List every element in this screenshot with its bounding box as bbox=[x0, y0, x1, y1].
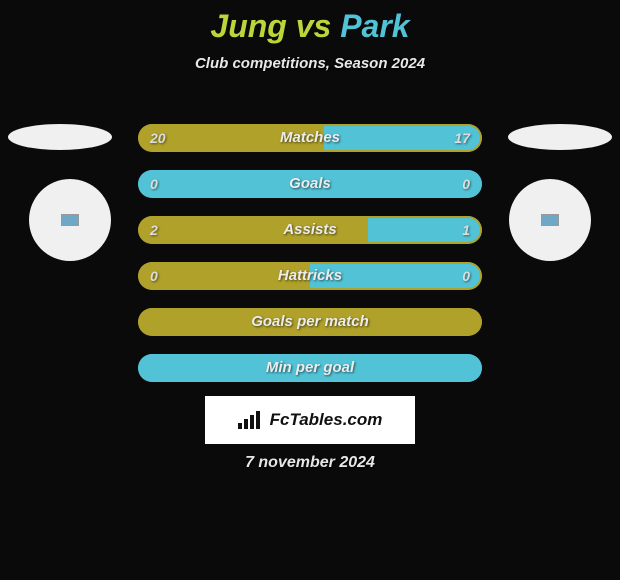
player2-top-marker bbox=[508, 124, 612, 150]
date-label: 7 november 2024 bbox=[0, 454, 620, 472]
comparison-title: Jung vs Park bbox=[0, 0, 620, 45]
logo-text: FcTables.com bbox=[270, 410, 383, 430]
player1-name: Jung bbox=[210, 8, 286, 44]
stat-row: Min per goal bbox=[138, 354, 482, 382]
logo-box: FcTables.com bbox=[205, 396, 415, 444]
vs-separator: vs bbox=[296, 8, 332, 44]
player1-avatar-placeholder bbox=[29, 179, 111, 261]
player1-top-marker bbox=[8, 124, 112, 150]
stat-label: Hattricks bbox=[138, 262, 482, 290]
player2-avatar-placeholder bbox=[509, 179, 591, 261]
stat-label: Matches bbox=[138, 124, 482, 152]
stat-row: Goals per match bbox=[138, 308, 482, 336]
player1-flag-icon bbox=[61, 214, 79, 226]
player2-flag-icon bbox=[541, 214, 559, 226]
stat-row: 2017Matches bbox=[138, 124, 482, 152]
stat-label: Goals per match bbox=[138, 308, 482, 336]
logo-bars-icon bbox=[238, 411, 264, 429]
player2-name: Park bbox=[340, 8, 409, 44]
stat-label: Min per goal bbox=[138, 354, 482, 382]
subtitle: Club competitions, Season 2024 bbox=[0, 55, 620, 72]
stat-label: Goals bbox=[138, 170, 482, 198]
stat-row: 00Goals bbox=[138, 170, 482, 198]
stat-row: 21Assists bbox=[138, 216, 482, 244]
stat-row: 00Hattricks bbox=[138, 262, 482, 290]
stat-label: Assists bbox=[138, 216, 482, 244]
stats-container: 2017Matches 00Goals 21Assists 00Hattricks Go… bbox=[138, 124, 482, 400]
